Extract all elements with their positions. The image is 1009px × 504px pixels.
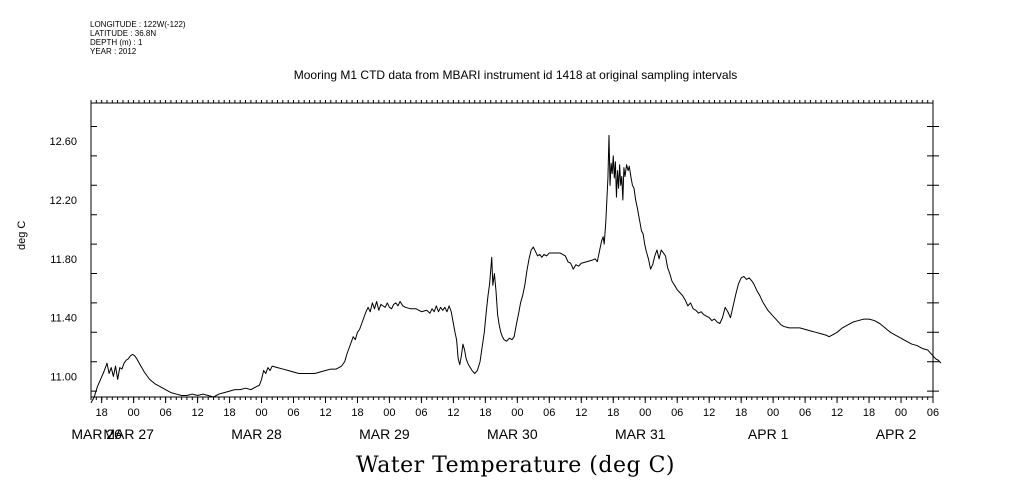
plot-frame <box>90 102 934 398</box>
y-tick-label: 12.60 <box>49 136 77 148</box>
x-axis-label: Water Temperature (deg C) <box>356 453 675 478</box>
x-date-label: MAR 29 <box>359 426 410 442</box>
x-tick-label: 12 <box>575 407 587 419</box>
x-minor-ticks-bottom <box>90 397 934 400</box>
chart-title: Mooring M1 CTD data from MBARI instrumen… <box>293 68 738 82</box>
x-tick-label: 06 <box>799 407 811 419</box>
x-tick-label: 06 <box>159 407 171 419</box>
x-tick-label: 00 <box>383 407 395 419</box>
x-tick-label: 18 <box>351 407 363 419</box>
x-date-label: MAR 26 <box>71 426 122 442</box>
x-tick-label: 00 <box>255 407 267 419</box>
x-tick-label: 00 <box>895 407 907 419</box>
x-tick-label: 12 <box>191 407 203 419</box>
x-tick-label: 12 <box>447 407 459 419</box>
metadata-block: LONGITUDE : 122W(-122) LATITUDE : 36.8N … <box>90 20 186 56</box>
y-tick-label: 11.40 <box>50 313 77 325</box>
y-tick-label: 11.00 <box>50 371 77 383</box>
x-tick-label: 12 <box>831 407 843 419</box>
series-line <box>90 134 942 404</box>
x-tick-label: 06 <box>415 407 427 419</box>
tick-labels: 18 00 06 12 18 00 06 12 18 00 06 12 18 00 06 12 18 00 06 12… <box>49 136 939 442</box>
depth-text: DEPTH (m) : 1 <box>90 38 143 47</box>
x-tick-label: 06 <box>287 407 299 419</box>
tick-marks <box>90 100 939 403</box>
y-ticks <box>91 126 939 392</box>
x-tick-label: 18 <box>96 407 108 419</box>
x-tick-label: 06 <box>671 407 683 419</box>
x-tick-label: 18 <box>479 407 491 419</box>
x-tick-label: 18 <box>735 407 747 419</box>
y-tick-label: 12.20 <box>49 195 77 207</box>
x-date-label: APR 1 <box>748 426 789 442</box>
x-tick-label: 18 <box>223 407 235 419</box>
series-layer <box>90 134 942 404</box>
x-date-label: MAR 28 <box>231 426 282 442</box>
y-tick-label: 11.80 <box>50 254 77 266</box>
year-text: YEAR : 2012 <box>90 47 137 56</box>
x-tick-label: 06 <box>927 407 939 419</box>
x-date-label: MAR 31 <box>615 426 666 442</box>
x-tick-label: 00 <box>128 407 140 419</box>
x-minor-ticks-top <box>90 100 934 103</box>
x-tick-label: 12 <box>319 407 331 419</box>
x-tick-label: 18 <box>863 407 875 419</box>
x-tick-label: 00 <box>639 407 651 419</box>
x-tick-label: 18 <box>607 407 619 419</box>
x-tick-label: 06 <box>543 407 555 419</box>
x-tick-label: 00 <box>511 407 523 419</box>
latitude-text: LATITUDE : 36.8N <box>90 29 157 38</box>
x-tick-label: 00 <box>767 407 779 419</box>
x-tick-label: 12 <box>703 407 715 419</box>
x-date-label: APR 2 <box>876 426 917 442</box>
longitude-text: LONGITUDE : 122W(-122) <box>90 20 186 29</box>
x-date-label: MAR 30 <box>487 426 538 442</box>
x-date-label: MAR 27 <box>103 426 154 442</box>
